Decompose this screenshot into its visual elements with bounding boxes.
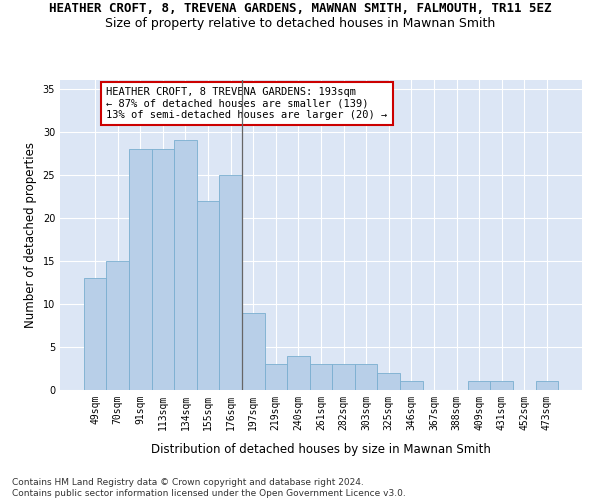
Bar bbox=[174, 140, 197, 390]
Bar bbox=[152, 149, 174, 390]
Text: Size of property relative to detached houses in Mawnan Smith: Size of property relative to detached ho… bbox=[105, 18, 495, 30]
Bar bbox=[332, 364, 355, 390]
Bar bbox=[287, 356, 310, 390]
Bar bbox=[536, 382, 558, 390]
Bar bbox=[377, 373, 400, 390]
Bar bbox=[106, 261, 129, 390]
Bar bbox=[220, 174, 242, 390]
Y-axis label: Number of detached properties: Number of detached properties bbox=[24, 142, 37, 328]
Bar bbox=[265, 364, 287, 390]
Bar bbox=[197, 200, 220, 390]
Bar bbox=[242, 312, 265, 390]
Text: HEATHER CROFT, 8, TREVENA GARDENS, MAWNAN SMITH, FALMOUTH, TR11 5EZ: HEATHER CROFT, 8, TREVENA GARDENS, MAWNA… bbox=[49, 2, 551, 16]
Text: Distribution of detached houses by size in Mawnan Smith: Distribution of detached houses by size … bbox=[151, 442, 491, 456]
Bar bbox=[355, 364, 377, 390]
Bar bbox=[400, 382, 422, 390]
Bar bbox=[129, 149, 152, 390]
Bar bbox=[490, 382, 513, 390]
Bar bbox=[310, 364, 332, 390]
Text: HEATHER CROFT, 8 TREVENA GARDENS: 193sqm
← 87% of detached houses are smaller (1: HEATHER CROFT, 8 TREVENA GARDENS: 193sqm… bbox=[106, 87, 388, 120]
Bar bbox=[468, 382, 490, 390]
Bar bbox=[84, 278, 106, 390]
Text: Contains HM Land Registry data © Crown copyright and database right 2024.
Contai: Contains HM Land Registry data © Crown c… bbox=[12, 478, 406, 498]
